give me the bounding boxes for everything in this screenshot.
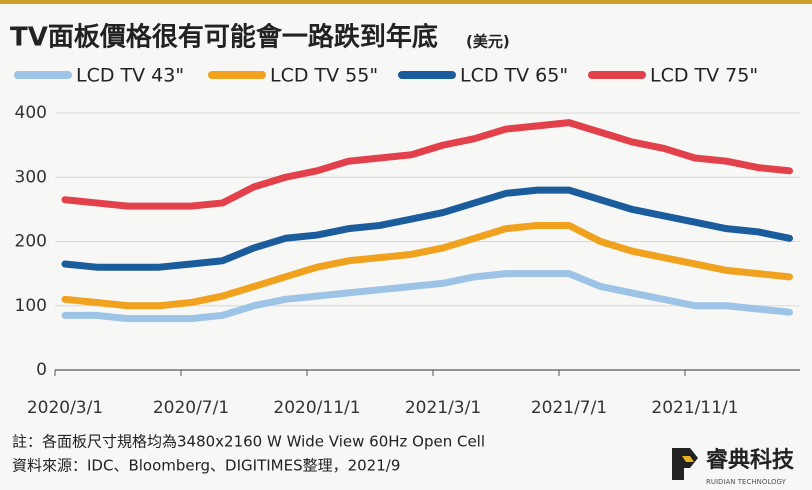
y-tick-label: 100 (15, 296, 47, 316)
chart-title: TV面板價格很有可能會一路跌到年底 (10, 22, 438, 53)
logo-name: 睿典科技 (706, 448, 795, 473)
series-line (61, 119, 793, 210)
logo-subtitle: RUIDIAN TECHNOLOGY (706, 478, 787, 486)
unit-label: (美元) (466, 33, 510, 51)
x-tick-label: 2020/11/1 (273, 398, 360, 418)
note: 註：各面板尺寸規格均為3480x2160 W Wide View 60Hz Op… (12, 433, 485, 451)
x-tick-label: 2021/11/1 (651, 398, 738, 418)
legend-label: LCD TV 43" (76, 65, 184, 87)
series-line (61, 186, 793, 271)
logo-mark (682, 456, 694, 462)
x-tick-label: 2020/3/1 (27, 398, 103, 418)
legend-label: LCD TV 55" (270, 65, 378, 87)
logo-mark (672, 448, 698, 480)
y-tick-label: 300 (15, 167, 47, 187)
x-tick-label: 2020/7/1 (153, 398, 229, 418)
series-line (61, 270, 793, 323)
note: 資料來源：IDC、Bloomberg、DIGITIMES整理，2021/9 (12, 457, 400, 475)
top-rule (0, 0, 812, 4)
logo: 睿典科技 RUIDIAN TECHNOLOGY (672, 448, 795, 486)
legend-label: LCD TV 75" (650, 65, 758, 87)
y-tick-label: 200 (15, 232, 47, 252)
legend-label: LCD TV 65" (460, 65, 568, 87)
y-tick-label: 400 (15, 103, 47, 123)
series-line (61, 221, 793, 310)
x-tick-label: 2021/7/1 (531, 398, 607, 418)
y-tick-label: 0 (36, 360, 47, 380)
x-tick-label: 2021/3/1 (405, 398, 481, 418)
